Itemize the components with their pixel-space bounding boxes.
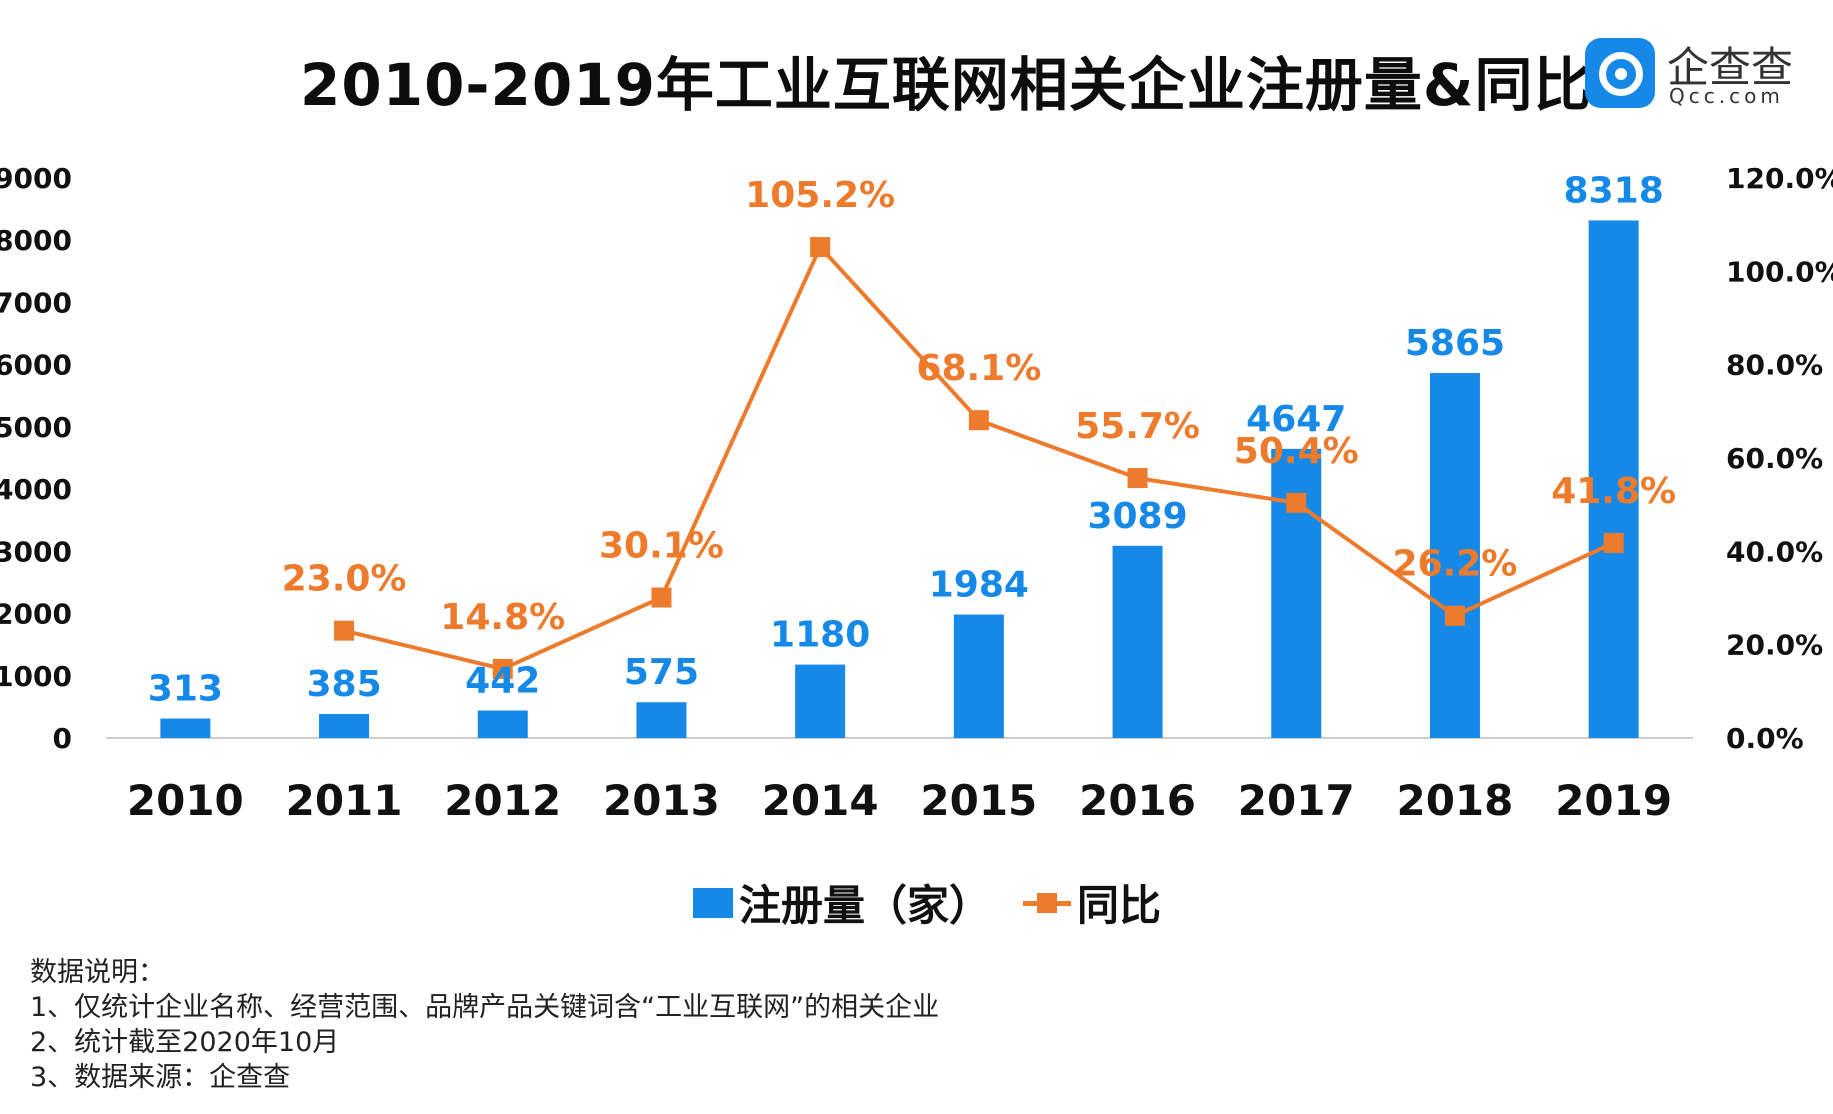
left-axis-tick: 6000: [0, 349, 72, 382]
bar-data-label: 1984: [929, 565, 1029, 606]
legend-marker-swatch: [1037, 893, 1057, 913]
bar: [160, 718, 211, 738]
data-notes: 数据说明： 1、仅统计企业名称、经营范围、品牌产品关键词含“工业互联网”的相关企…: [30, 955, 939, 1095]
note-line: 3、数据来源：企查查: [30, 1062, 291, 1093]
line-marker: [1286, 492, 1307, 513]
bar: [795, 664, 846, 738]
left-axis-tick: 4000: [0, 473, 72, 506]
x-axis-tick: 2013: [603, 776, 720, 825]
left-axis-tick: 8000: [0, 224, 72, 257]
magnifier-icon: [1585, 38, 1655, 108]
left-axis-tick: 5000: [0, 411, 72, 444]
left-axis-tick: 2000: [0, 598, 72, 631]
bar-data-label: 3089: [1087, 496, 1187, 537]
line-data-label: 50.4%: [1234, 431, 1359, 472]
right-axis-tick: 0.0%: [1726, 722, 1804, 755]
line-marker: [1444, 605, 1465, 626]
bar-data-label: 1180: [770, 615, 870, 656]
bar: [636, 702, 687, 738]
line-marker: [968, 410, 989, 431]
line-marker: [334, 620, 355, 641]
bar-data-label: 385: [306, 664, 381, 705]
qcc-logo: 企查查 Qcc.com: [1585, 38, 1815, 108]
legend-label-line: 同比: [1077, 881, 1162, 930]
x-axis-tick: 2016: [1079, 776, 1196, 825]
bar: [953, 614, 1004, 738]
x-axis-tick: 2010: [127, 776, 244, 825]
right-axis-tick: 20.0%: [1726, 629, 1823, 662]
right-axis-tick: 100.0%: [1726, 255, 1833, 288]
line-data-label: 55.7%: [1075, 406, 1200, 447]
bar: [477, 710, 528, 738]
logo-subtitle: Qcc.com: [1669, 84, 1784, 108]
chart-title: 2010-2019年工业互联网相关企业注册量&同比: [300, 51, 1593, 119]
bar: [1429, 373, 1480, 738]
x-axis-tick: 2018: [1396, 776, 1513, 825]
bar-data-label: 313: [148, 669, 223, 710]
x-axis-tick: 2012: [444, 776, 561, 825]
legend-label-bar: 注册量（家）: [739, 881, 992, 930]
line-marker: [1603, 532, 1624, 553]
notes-heading: 数据说明：: [30, 957, 165, 988]
note-line: 1、仅统计企业名称、经营范围、品牌产品关键词含“工业互联网”的相关企业: [30, 992, 940, 1023]
left-axis-tick: 0: [53, 722, 72, 755]
line-data-label: 23.0%: [282, 559, 407, 600]
left-axis-tick: 1000: [0, 660, 72, 693]
left-axis-tick: 7000: [0, 286, 72, 319]
logo-name: 企查查: [1667, 43, 1794, 92]
bar: [1588, 220, 1639, 739]
x-axis-tick: 2014: [762, 776, 879, 825]
line-data-label: 14.8%: [440, 597, 565, 638]
line-marker: [651, 587, 672, 608]
left-axis-tick: 3000: [0, 535, 72, 568]
right-axis-tick: 60.0%: [1726, 442, 1823, 475]
note-line: 2、统计截至2020年10月: [30, 1027, 340, 1058]
line-data-label: 30.1%: [599, 526, 724, 567]
bar: [1112, 545, 1163, 738]
line-data-label: 68.1%: [916, 348, 1041, 389]
bar-data-label: 8318: [1564, 170, 1664, 211]
bar-data-label: 4647: [1246, 399, 1346, 440]
bar: [319, 714, 370, 738]
x-axis-tick: 2015: [920, 776, 1037, 825]
line-marker: [810, 237, 831, 258]
bar-data-label: 442: [465, 660, 540, 701]
x-axis-tick: 2019: [1555, 776, 1672, 825]
line-marker: [492, 658, 513, 679]
x-axis-tick: 2017: [1238, 776, 1355, 825]
right-axis-tick: 40.0%: [1726, 535, 1823, 568]
bar-data-label: 575: [624, 652, 699, 693]
line-data-label: 105.2%: [745, 175, 895, 216]
line-data-label: 41.8%: [1551, 471, 1676, 512]
right-axis-tick: 80.0%: [1726, 349, 1823, 382]
x-axis-tick: 2011: [286, 776, 403, 825]
legend-bar-swatch: [693, 888, 733, 918]
right-axis-tick: 120.0%: [1726, 162, 1833, 195]
bar: [1271, 448, 1322, 738]
line-marker: [1127, 468, 1148, 489]
line-data-label: 26.2%: [1392, 544, 1517, 585]
left-axis-tick: 9000: [0, 162, 72, 195]
bar-data-label: 5865: [1405, 323, 1505, 364]
